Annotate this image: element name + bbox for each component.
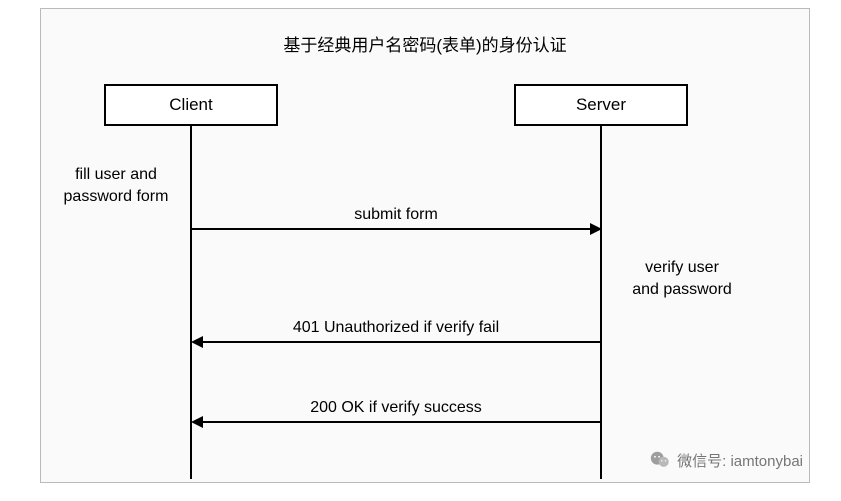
participant-client-box: Client [104,84,278,126]
msg-200-arrow [201,421,601,423]
lifeline-server [600,126,602,479]
msg-401-label: 401 Unauthorized if verify fail [191,319,601,337]
participant-client-label: Client [169,95,212,115]
wechat-icon [649,449,671,471]
watermark: 微信号: iamtonybai [649,449,803,471]
msg-401-arrowhead [191,336,203,348]
participant-server-box: Server [514,84,688,126]
msg-submit-form-label: submit form [191,206,601,224]
watermark-text: 微信号: iamtonybai [677,450,803,471]
sequence-diagram-frame: 基于经典用户名密码(表单)的身份认证 Client Server fill us… [40,8,810,483]
msg-401-arrow [201,341,601,343]
msg-submit-form-arrow [192,228,592,230]
msg-200-label: 200 OK if verify success [191,399,601,417]
msg-submit-form-arrowhead [590,223,602,235]
note-verify: verify user and password [617,257,747,300]
note-fill-form: fill user and password form [51,164,181,207]
msg-200-arrowhead [191,416,203,428]
participant-server-label: Server [576,95,626,115]
diagram-title: 基于经典用户名密码(表单)的身份认证 [41,31,809,56]
